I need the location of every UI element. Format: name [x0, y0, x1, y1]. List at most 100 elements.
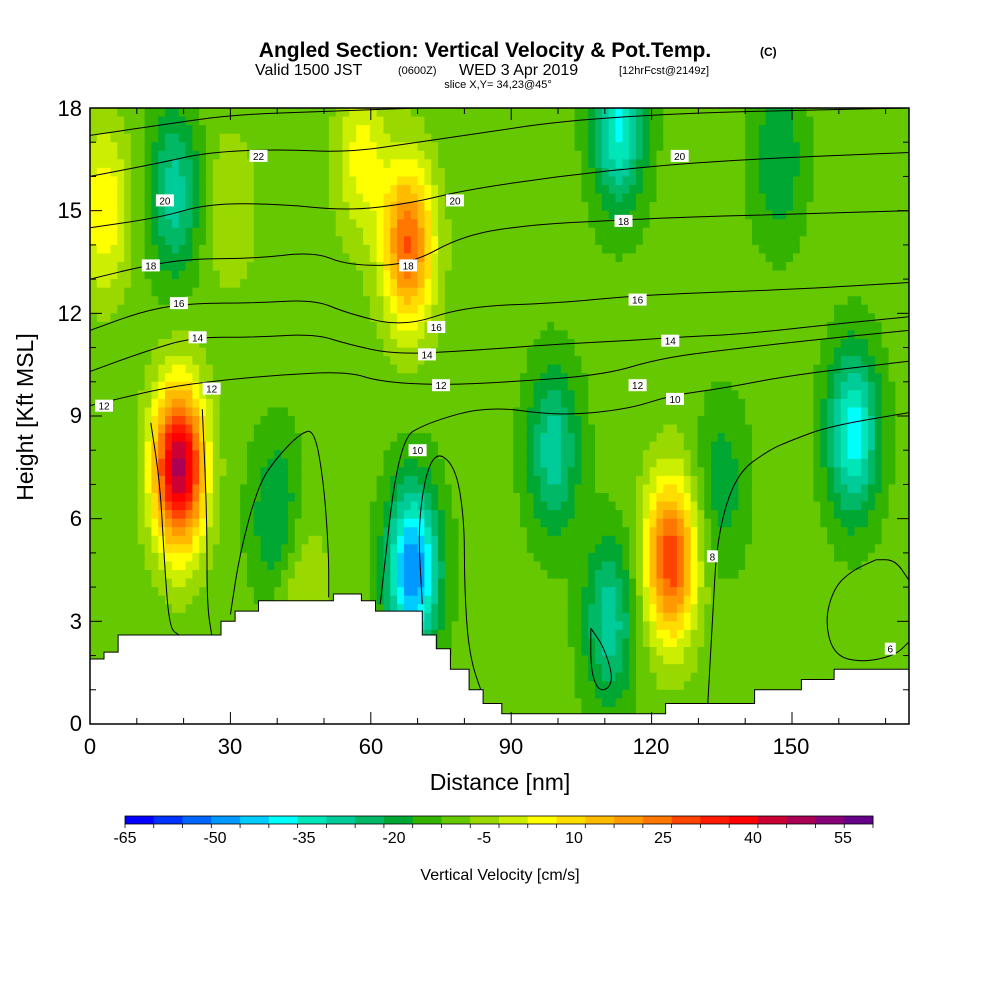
velocity-cell [90, 321, 98, 332]
velocity-cell [165, 570, 173, 580]
velocity-cell [479, 150, 487, 160]
velocity-cell [267, 304, 275, 314]
velocity-cell [165, 552, 173, 563]
velocity-cell [451, 664, 460, 674]
velocity-cell [356, 373, 364, 383]
velocity-cell [410, 159, 419, 169]
velocity-cell [281, 578, 289, 588]
velocity-cell [185, 279, 193, 289]
velocity-cell [144, 501, 153, 511]
velocity-cell [465, 518, 473, 528]
velocity-cell [233, 347, 241, 357]
velocity-cell [444, 424, 453, 434]
velocity-cell [485, 262, 494, 272]
velocity-cell [349, 185, 357, 195]
velocity-cell [492, 587, 501, 597]
velocity-cell [240, 458, 248, 468]
velocity-cell [281, 390, 289, 400]
velocity-cell [144, 364, 153, 374]
velocity-cell [519, 133, 528, 143]
velocity-cell [233, 244, 241, 255]
velocity-cell [185, 527, 193, 537]
velocity-cell [383, 270, 391, 280]
velocity-cell [560, 185, 569, 195]
velocity-cell [158, 604, 166, 614]
velocity-cell [465, 313, 473, 323]
velocity-cell [533, 253, 542, 263]
velocity-cell [212, 467, 221, 477]
velocity-cell [199, 621, 207, 631]
velocity-cell [328, 236, 337, 246]
velocity-cell [233, 167, 241, 178]
velocity-cell [253, 578, 262, 588]
velocity-cell [165, 236, 173, 246]
velocity-cell [90, 133, 98, 143]
velocity-cell [199, 612, 207, 622]
velocity-cell [294, 159, 303, 169]
velocity-cell [171, 441, 180, 451]
velocity-cell [540, 475, 548, 486]
velocity-cell [206, 501, 214, 511]
velocity-cell [274, 133, 282, 143]
velocity-cell [485, 219, 494, 229]
velocity-cell [281, 296, 289, 306]
velocity-cell [110, 373, 118, 383]
velocity-cell [363, 202, 371, 212]
velocity-cell [438, 219, 446, 229]
velocity-cell [206, 142, 214, 152]
velocity-cell [212, 262, 221, 272]
velocity-cell [151, 244, 159, 255]
velocity-cell [465, 262, 473, 272]
velocity-cell [240, 244, 248, 255]
velocity-cell [274, 441, 282, 451]
velocity-cell [479, 193, 487, 203]
velocity-cell [451, 390, 460, 400]
velocity-cell [260, 167, 269, 178]
velocity-cell [124, 304, 132, 314]
velocity-cell [492, 133, 501, 143]
vertical-velocity-field [90, 108, 909, 724]
velocity-cell [438, 339, 446, 349]
velocity-cell [451, 133, 460, 143]
velocity-cell [506, 150, 514, 160]
velocity-cell [110, 510, 118, 520]
velocity-cell [253, 185, 262, 195]
velocity-cell [96, 244, 105, 255]
velocity-cell [444, 142, 453, 152]
velocity-cell [451, 604, 460, 614]
velocity-cell [165, 510, 173, 520]
velocity-cell [308, 535, 316, 545]
velocity-cell [499, 621, 507, 631]
velocity-cell [117, 270, 125, 280]
velocity-cell [519, 167, 528, 178]
velocity-cell [219, 142, 228, 152]
velocity-cell [253, 467, 262, 477]
velocity-cell [267, 185, 275, 195]
velocity-cell [171, 493, 180, 503]
velocity-cell [137, 475, 146, 486]
velocity-cell [192, 544, 200, 554]
velocity-cell [444, 373, 453, 383]
velocity-cell [246, 381, 255, 391]
velocity-cell [451, 108, 460, 118]
velocity-cell [547, 647, 555, 657]
velocity-cell [403, 587, 412, 597]
velocity-cell [451, 475, 460, 486]
velocity-cell [130, 253, 139, 263]
velocity-cell [499, 296, 507, 306]
velocity-cell [165, 108, 173, 118]
velocity-cell [212, 125, 221, 135]
velocity-cell [376, 398, 385, 409]
velocity-cell [274, 510, 282, 520]
velocity-cell [513, 108, 521, 118]
velocity-cell [226, 227, 234, 237]
velocity-cell [431, 561, 439, 571]
velocity-cell [328, 561, 337, 571]
velocity-cell [171, 116, 180, 126]
velocity-cell [219, 193, 228, 203]
velocity-cell [451, 167, 460, 178]
velocity-cell [403, 535, 412, 545]
velocity-cell [479, 296, 487, 306]
velocity-cell [342, 304, 350, 314]
velocity-cell [246, 270, 255, 280]
